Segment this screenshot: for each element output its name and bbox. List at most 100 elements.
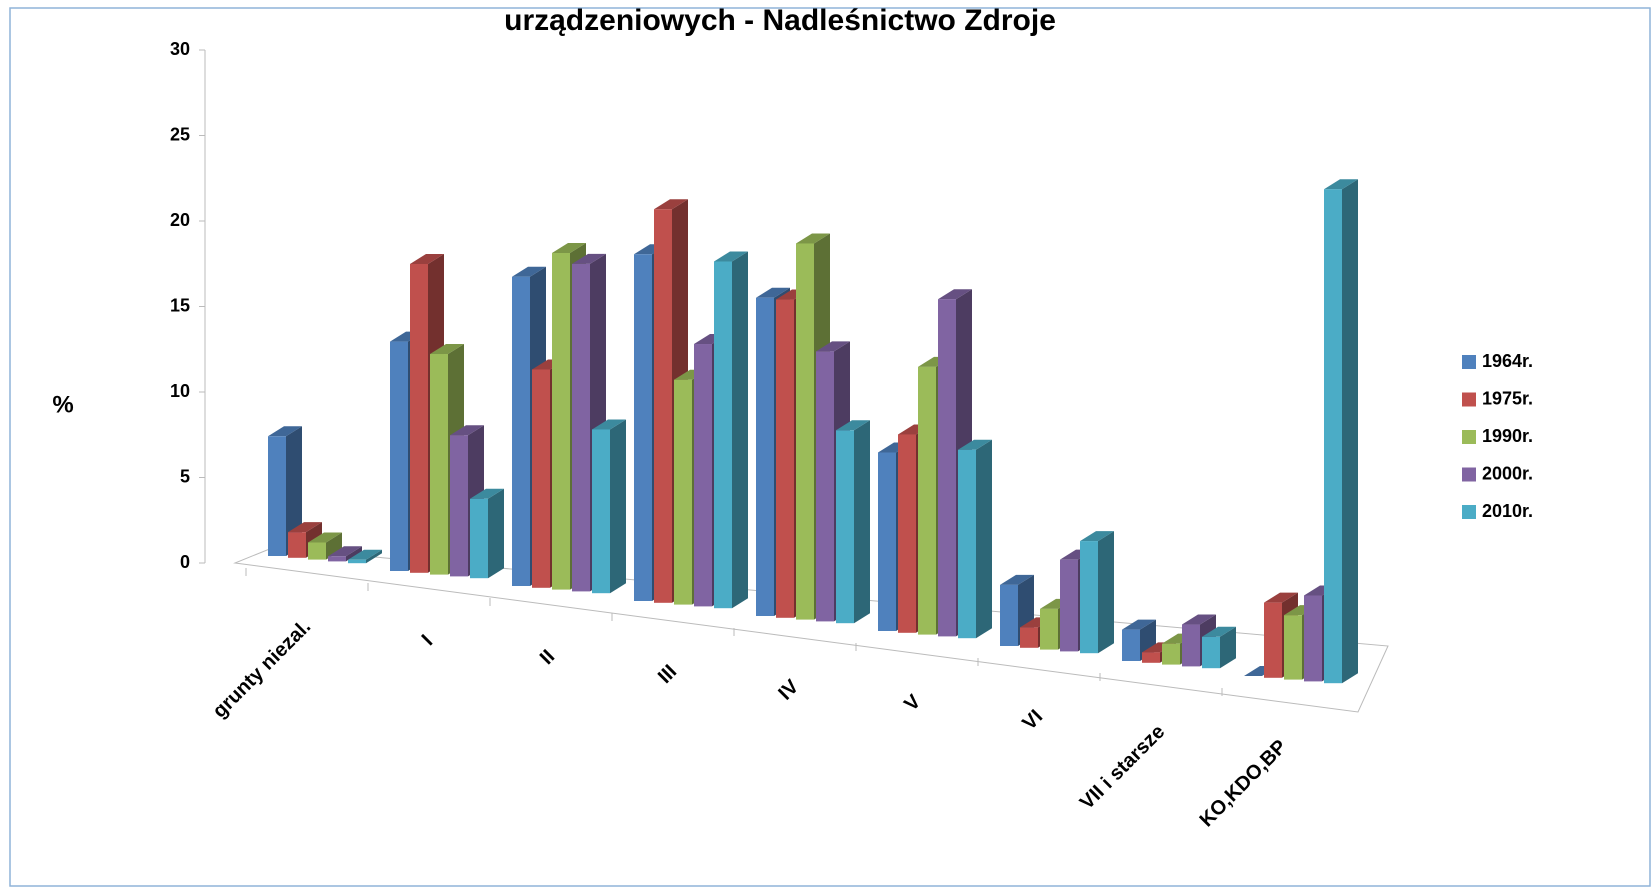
bar [654, 209, 672, 603]
bar [1182, 624, 1200, 667]
bar [552, 253, 570, 590]
legend-label: 2010r. [1482, 501, 1533, 521]
x-tick-label: II [536, 646, 559, 669]
x-tick-label: KO,KDO,BP [1196, 736, 1292, 832]
x-tick-label: grunty niezal. [209, 616, 316, 723]
legend-swatch [1462, 355, 1476, 369]
bar-side [854, 420, 870, 624]
bar [1000, 584, 1018, 646]
bar [512, 276, 530, 586]
bar [532, 369, 550, 588]
bar-top [268, 426, 302, 437]
y-tick-label: 0 [180, 552, 190, 572]
bar-top [1080, 531, 1114, 542]
bar [878, 452, 896, 631]
x-tick-label: V [900, 690, 925, 715]
bar [1324, 189, 1342, 684]
bar [1264, 602, 1282, 678]
bar-top [348, 549, 382, 560]
bar [470, 498, 488, 579]
legend-label: 1990r. [1482, 426, 1533, 446]
bar [694, 344, 712, 607]
y-tick-label: 15 [170, 295, 190, 315]
bar-top [410, 253, 444, 264]
bar-top [756, 287, 790, 298]
bar-3d [836, 420, 870, 624]
y-tick-label: 20 [170, 210, 190, 230]
x-tick-label: VI [1018, 706, 1047, 735]
bar-3d [1202, 626, 1236, 669]
chart-border [9, 7, 1651, 887]
y-tick-label: 30 [170, 39, 190, 59]
bar-3d [592, 419, 626, 594]
bar [918, 366, 936, 635]
bar [1122, 629, 1140, 661]
y-tick-label: 5 [180, 466, 190, 486]
bar [572, 263, 590, 592]
bar [634, 254, 652, 601]
legend-label: 1975r. [1482, 388, 1533, 408]
bar-side [610, 419, 626, 594]
bar-top [714, 251, 748, 262]
legend-swatch [1462, 467, 1476, 482]
legend-swatch [1462, 392, 1476, 407]
y-tick-label: 10 [170, 381, 190, 401]
chart-title: urządzeniowych - Nadleśnictwo Zdroje [504, 4, 1056, 37]
bar-top [836, 420, 870, 431]
bar-side [1098, 531, 1114, 654]
bar [430, 354, 448, 575]
bar-top [288, 522, 322, 533]
bar-top [328, 546, 362, 557]
bar-side [1342, 179, 1358, 684]
bar-side [346, 546, 362, 562]
bar [1060, 559, 1078, 652]
bar [898, 434, 916, 633]
bar-side [286, 426, 302, 556]
x-tick-label: III [654, 661, 681, 688]
x-tick-label: I [418, 631, 437, 650]
bar [1284, 615, 1302, 680]
legend-label: 1964r. [1482, 351, 1533, 371]
bar-3d [328, 546, 362, 562]
bar [756, 297, 774, 616]
x-tick-label: IV [774, 675, 803, 704]
bar-side [976, 439, 992, 639]
bar-3d [1080, 531, 1114, 654]
bar-top [552, 243, 586, 254]
bar [592, 429, 610, 594]
bar [1142, 652, 1160, 663]
legend-swatch [1462, 430, 1476, 444]
bar [776, 299, 794, 618]
bar-3d [348, 549, 382, 564]
bar-3d [268, 426, 302, 556]
bar-3d [1324, 179, 1358, 684]
bar-top [308, 532, 342, 543]
bar-side [732, 251, 748, 609]
bar-3d [308, 532, 342, 560]
bar-top [470, 488, 504, 499]
bar-top [450, 425, 484, 436]
bar-top [654, 199, 688, 210]
bar-top [958, 439, 992, 450]
y-tick-label: 25 [170, 124, 190, 144]
bar [308, 542, 326, 560]
bar [348, 559, 366, 564]
bar [796, 243, 814, 620]
floor [233, 547, 1389, 713]
bar [958, 449, 976, 639]
bar-top [816, 341, 850, 352]
bar-top [512, 266, 546, 277]
bar-top [430, 344, 464, 355]
bar-top [1122, 619, 1156, 630]
bar [714, 261, 732, 609]
y-axis-label: % [52, 391, 73, 418]
bar-3d [714, 251, 748, 609]
bar-side [366, 549, 382, 564]
bar [450, 435, 468, 577]
bar [938, 299, 956, 637]
bar-3d [470, 488, 504, 579]
bar [288, 532, 306, 558]
bar [1040, 608, 1058, 650]
bar [390, 341, 408, 571]
bar-top [1324, 179, 1358, 190]
